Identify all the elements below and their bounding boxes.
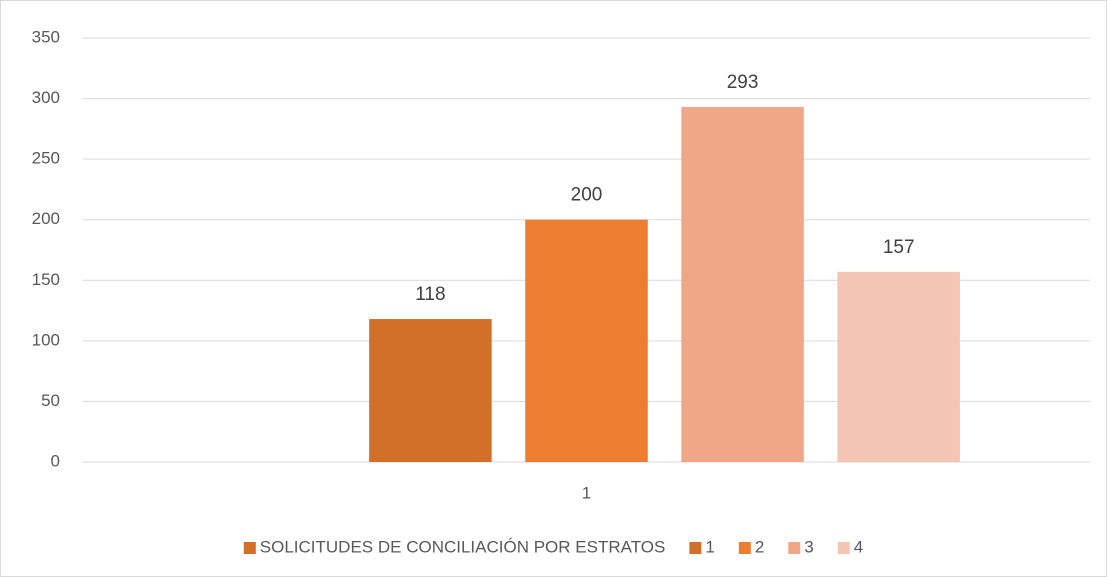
- y-tick-label: 350: [32, 27, 60, 46]
- y-tick-label: 0: [51, 451, 60, 470]
- bar: [369, 319, 492, 462]
- legend-label: 4: [854, 537, 863, 556]
- bar: [837, 271, 960, 462]
- legend-label: 1: [705, 537, 714, 556]
- legend-swatch: [788, 542, 801, 554]
- bar: [681, 107, 804, 463]
- legend-swatch: [243, 542, 256, 554]
- x-tick-label: 1: [582, 483, 591, 502]
- legend-label: SOLICITUDES DE CONCILIACIÓN POR ESTRATOS: [260, 537, 666, 556]
- legend-swatch: [837, 542, 850, 554]
- legend-swatch: [738, 542, 751, 554]
- y-tick-label: 300: [32, 88, 60, 107]
- data-label: 118: [415, 284, 445, 305]
- legend-label: 2: [755, 537, 764, 556]
- data-label: 157: [883, 237, 915, 258]
- data-label: 200: [571, 185, 603, 206]
- y-tick-label: 250: [32, 149, 60, 168]
- legend-swatch: [689, 542, 702, 554]
- bar: [525, 219, 648, 462]
- y-tick-label: 100: [32, 330, 60, 349]
- y-tick-label: 200: [32, 209, 60, 228]
- data-label: 293: [727, 72, 759, 93]
- y-tick-label: 50: [41, 391, 60, 410]
- legend-label: 3: [804, 537, 813, 556]
- y-tick-label: 150: [32, 270, 60, 289]
